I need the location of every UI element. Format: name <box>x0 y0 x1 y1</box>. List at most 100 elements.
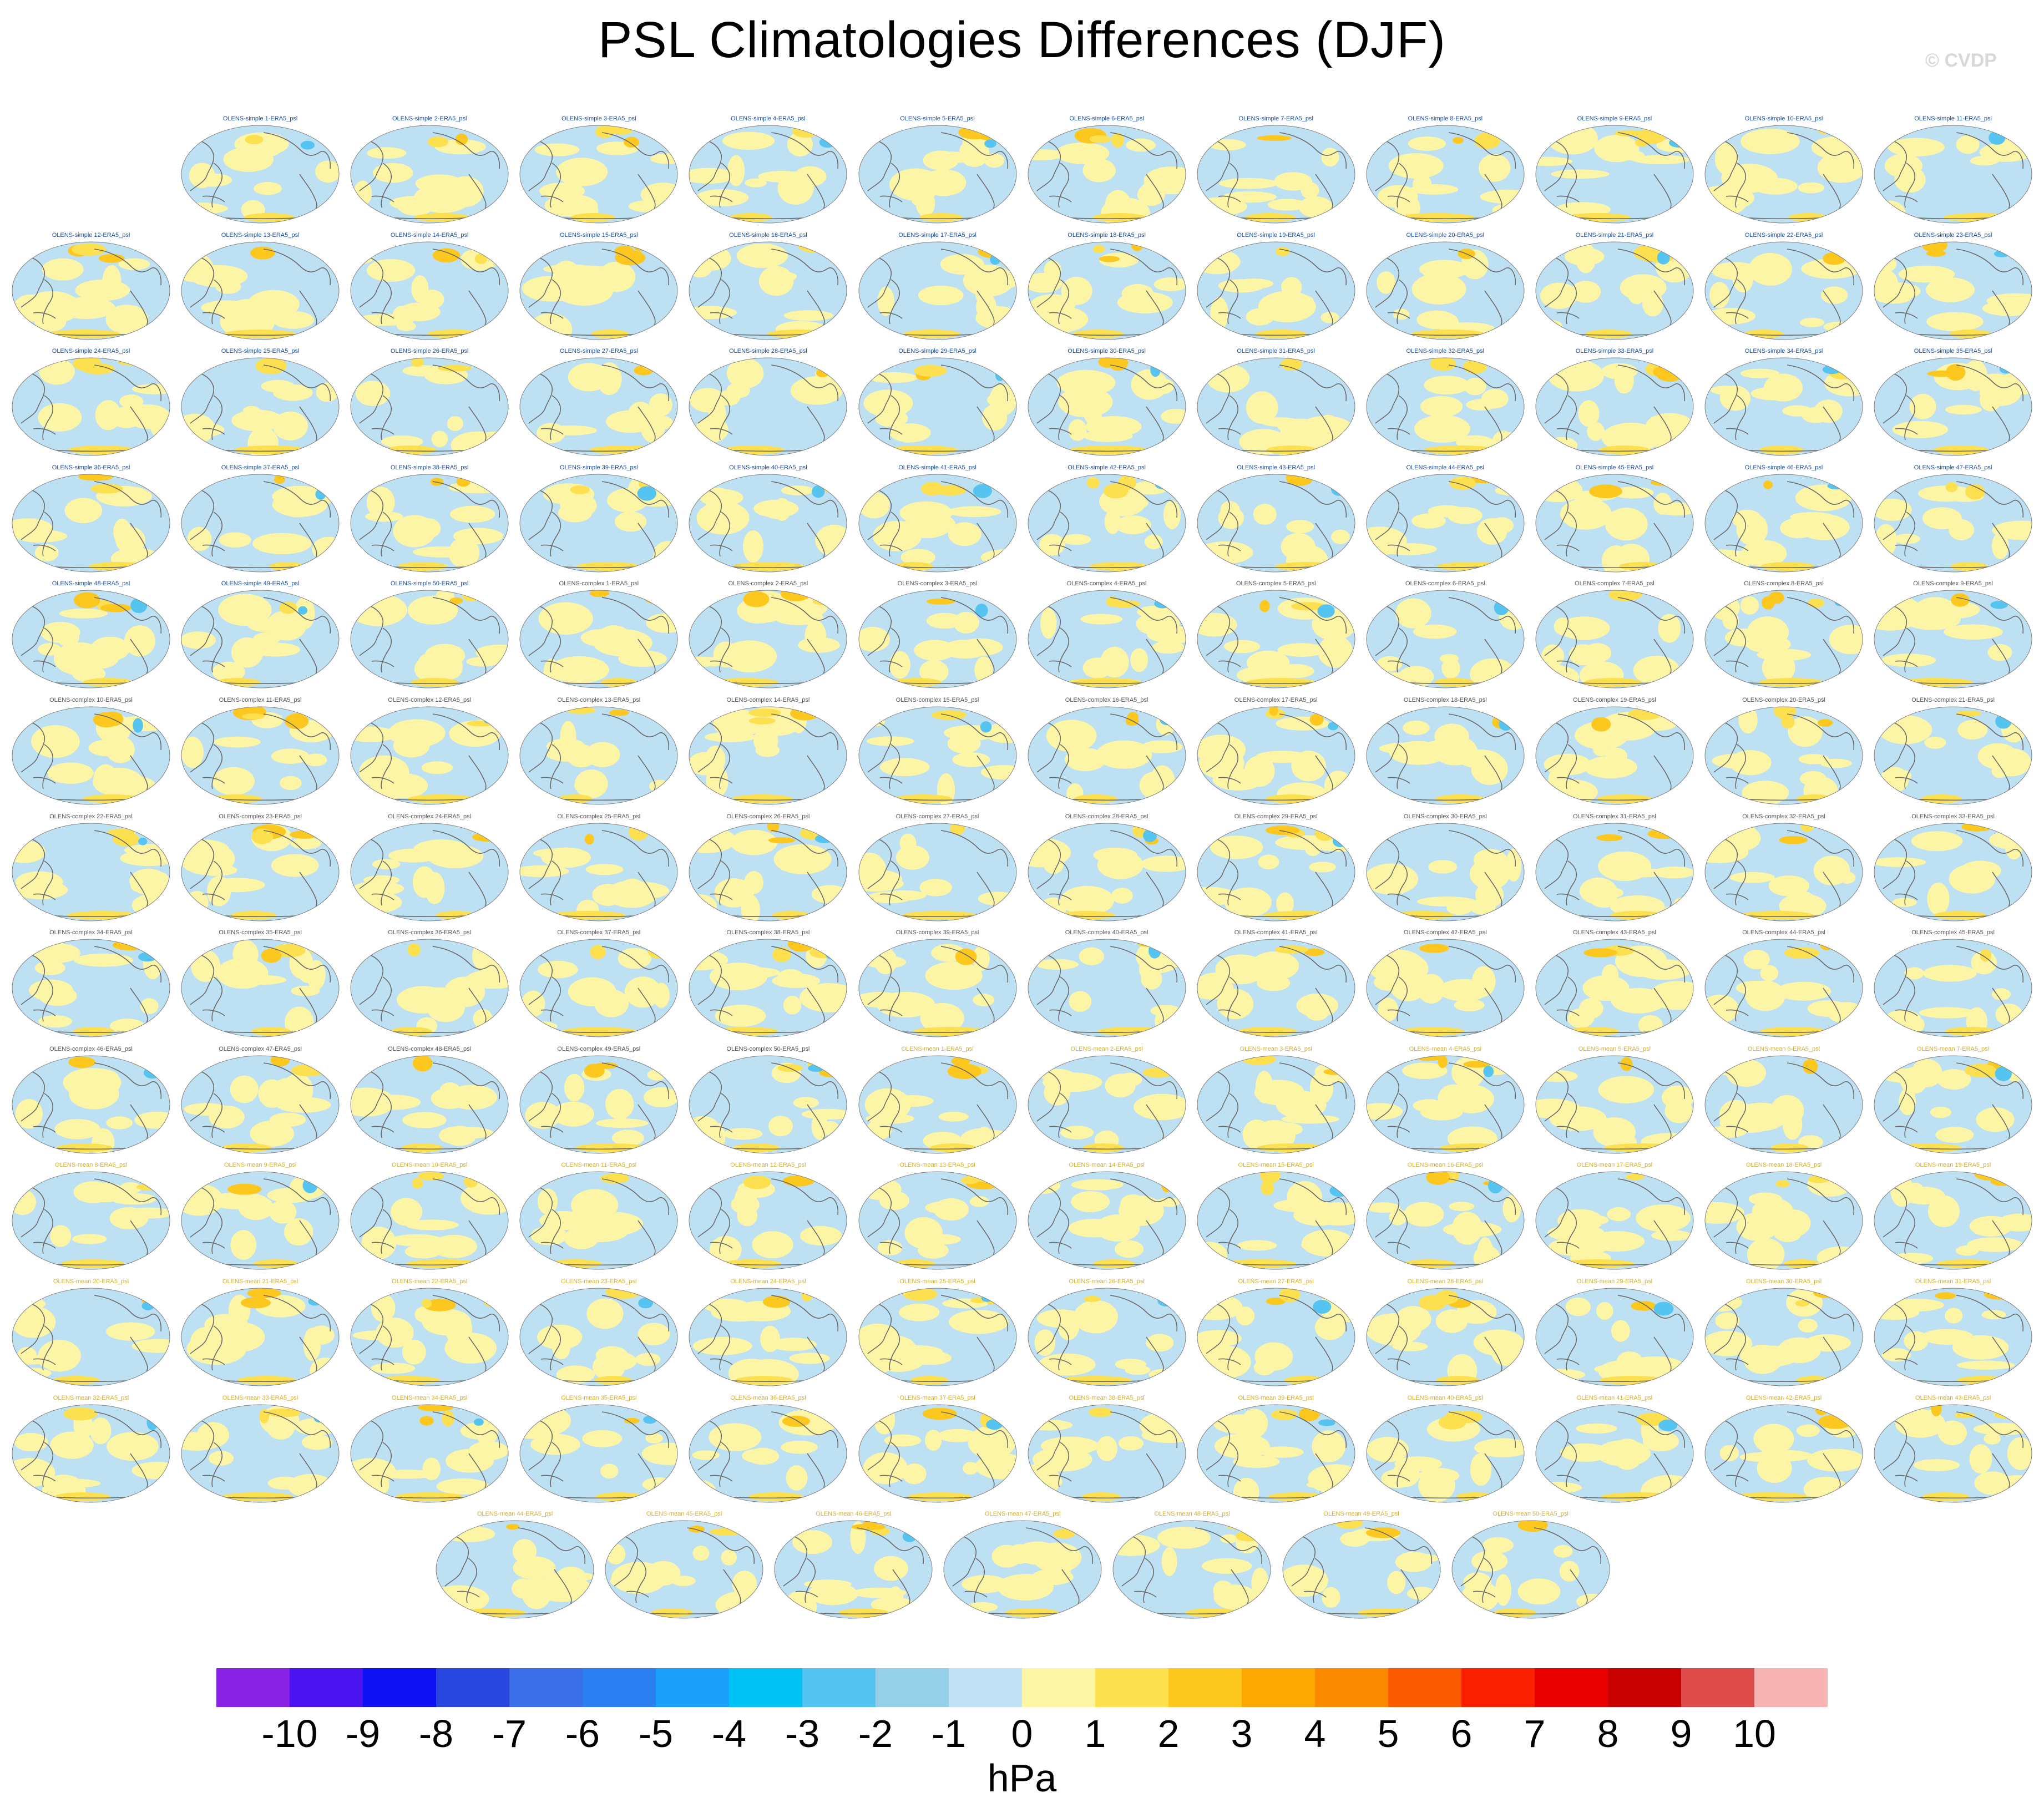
map-panel: OLENS-simple 33-ERA5_psl <box>1531 348 1698 463</box>
colorbar-tick-label: -3 <box>785 1712 820 1755</box>
colorbar-tick-label: 8 <box>1597 1712 1619 1755</box>
colorbar-tick-label: -8 <box>418 1712 454 1755</box>
map-panel: OLENS-mean 18-ERA5_psl <box>1701 1162 1867 1277</box>
map-panel: OLENS-mean 13-ERA5_psl <box>854 1162 1021 1277</box>
colorbar-tick-label: 7 <box>1524 1712 1546 1755</box>
map-panel: OLENS-mean 22-ERA5_psl <box>346 1278 513 1394</box>
map-panel: OLENS-simple 20-ERA5_psl <box>1362 232 1529 347</box>
map-panel-title: OLENS-simple 8-ERA5_psl <box>1408 115 1483 122</box>
map-panel: OLENS-complex 49-ERA5_psl <box>515 1046 682 1161</box>
map-panel-title: OLENS-simple 9-ERA5_psl <box>1577 115 1652 122</box>
robinson-map <box>1028 1171 1186 1270</box>
robinson-map <box>1874 357 2032 456</box>
map-panel: OLENS-mean 17-ERA5_psl <box>1531 1162 1698 1277</box>
robinson-map <box>689 474 847 573</box>
map-panel-title: OLENS-mean 37-ERA5_psl <box>899 1394 975 1401</box>
map-panel: OLENS-simple 44-ERA5_psl <box>1362 464 1529 580</box>
map-panel: OLENS-simple 16-ERA5_psl <box>685 232 851 347</box>
map-panel: OLENS-simple 14-ERA5_psl <box>346 232 513 347</box>
colorbar-box <box>1315 1668 1389 1707</box>
map-panel: OLENS-mean 38-ERA5_psl <box>1024 1395 1190 1510</box>
map-panel: OLENS-simple 35-ERA5_psl <box>1870 348 2036 463</box>
robinson-map <box>181 474 340 573</box>
map-panel-title: OLENS-mean 29-ERA5_psl <box>1576 1278 1653 1285</box>
robinson-map <box>858 1288 1016 1386</box>
map-panel: OLENS-simple 11-ERA5_psl <box>1870 115 2036 231</box>
robinson-map <box>519 823 678 921</box>
map-panel-title: OLENS-mean 5-ERA5_psl <box>1578 1045 1651 1052</box>
map-panel-title: OLENS-complex 16-ERA5_psl <box>1065 697 1149 703</box>
map-panel-title: OLENS-mean 14-ERA5_psl <box>1069 1162 1145 1169</box>
map-panel: OLENS-simple 39-ERA5_psl <box>515 464 682 580</box>
robinson-map <box>519 590 678 688</box>
robinson-map <box>12 1404 170 1503</box>
colorbar-box <box>656 1668 730 1707</box>
map-panel-title: OLENS-simple 47-ERA5_psl <box>1914 464 1992 471</box>
map-panel: OLENS-complex 48-ERA5_psl <box>346 1046 513 1161</box>
map-panel-title: OLENS-complex 24-ERA5_psl <box>388 813 472 820</box>
map-panel: OLENS-complex 25-ERA5_psl <box>515 813 682 929</box>
map-panel-title: OLENS-complex 40-ERA5_psl <box>1065 929 1149 936</box>
map-panel-title: OLENS-simple 49-ERA5_psl <box>221 580 300 588</box>
map-panel: OLENS-mean 4-ERA5_psl <box>1362 1046 1529 1161</box>
map-panel-title: OLENS-simple 19-ERA5_psl <box>1237 231 1315 239</box>
map-panel-title: OLENS-simple 7-ERA5_psl <box>1238 115 1313 122</box>
map-panel: OLENS-mean 25-ERA5_psl <box>854 1278 1021 1394</box>
robinson-map <box>689 706 847 805</box>
map-panel: OLENS-simple 30-ERA5_psl <box>1024 348 1190 463</box>
map-panel: OLENS-simple 25-ERA5_psl <box>177 348 343 463</box>
robinson-map <box>1028 939 1186 1037</box>
robinson-map <box>1366 939 1525 1037</box>
robinson-map <box>1535 125 1694 224</box>
robinson-map <box>1535 474 1694 573</box>
robinson-map <box>689 590 847 688</box>
map-panel-title: OLENS-complex 1-ERA5_psl <box>559 580 639 588</box>
map-panel: OLENS-complex 16-ERA5_psl <box>1024 697 1190 812</box>
robinson-map <box>1197 1055 1355 1154</box>
map-panel: OLENS-mean 46-ERA5_psl <box>770 1511 937 1626</box>
robinson-map <box>181 823 340 921</box>
robinson-map <box>519 939 678 1037</box>
map-panel-title: OLENS-simple 23-ERA5_psl <box>1914 231 1992 239</box>
map-panel: OLENS-complex 39-ERA5_psl <box>854 929 1021 1045</box>
robinson-map <box>519 357 678 456</box>
map-panel: OLENS-complex 8-ERA5_psl <box>1701 580 1867 696</box>
map-panel-title: OLENS-complex 21-ERA5_psl <box>1911 697 1995 703</box>
robinson-map <box>1535 939 1694 1037</box>
robinson-map <box>1704 474 1863 573</box>
robinson-map <box>12 357 170 456</box>
robinson-map <box>689 939 847 1037</box>
map-panel-title: OLENS-simple 18-ERA5_psl <box>1067 231 1146 239</box>
robinson-map <box>12 1055 170 1154</box>
map-panel: OLENS-mean 11-ERA5_psl <box>515 1162 682 1277</box>
map-panel-title: OLENS-complex 38-ERA5_psl <box>726 929 810 936</box>
map-panel: OLENS-complex 27-ERA5_psl <box>854 813 1021 929</box>
map-panel-title: OLENS-simple 27-ERA5_psl <box>559 348 638 355</box>
map-panel-title: OLENS-simple 37-ERA5_psl <box>221 464 300 471</box>
map-panel-title: OLENS-simple 4-ERA5_psl <box>731 115 806 122</box>
colorbar <box>216 1668 1828 1707</box>
map-panel: OLENS-complex 14-ERA5_psl <box>685 697 851 812</box>
robinson-map <box>943 1520 1102 1619</box>
map-panel-title: OLENS-mean 22-ERA5_psl <box>392 1278 468 1285</box>
map-panel: OLENS-simple 45-ERA5_psl <box>1531 464 1698 580</box>
map-panel-title: OLENS-complex 49-ERA5_psl <box>557 1045 641 1052</box>
robinson-map <box>1197 357 1355 456</box>
colorbar-tick-label: 3 <box>1231 1712 1253 1755</box>
map-panel-title: OLENS-complex 9-ERA5_psl <box>1913 580 1993 588</box>
map-panel: OLENS-complex 21-ERA5_psl <box>1870 697 2036 812</box>
robinson-map <box>1535 706 1694 805</box>
robinson-map <box>1197 125 1355 224</box>
map-panel: OLENS-complex 37-ERA5_psl <box>515 929 682 1045</box>
map-panel-title: OLENS-mean 2-ERA5_psl <box>1070 1045 1143 1052</box>
map-panel: OLENS-complex 6-ERA5_psl <box>1362 580 1529 696</box>
map-panel: OLENS-simple 49-ERA5_psl <box>177 580 343 696</box>
map-panel-title: OLENS-complex 25-ERA5_psl <box>557 813 641 820</box>
map-panel-title: OLENS-mean 26-ERA5_psl <box>1069 1278 1145 1285</box>
map-panel-title: OLENS-complex 19-ERA5_psl <box>1572 697 1656 703</box>
map-panel: OLENS-complex 44-ERA5_psl <box>1701 929 1867 1045</box>
map-panel: OLENS-simple 2-ERA5_psl <box>346 115 513 231</box>
map-panel-title: OLENS-mean 11-ERA5_psl <box>561 1162 637 1169</box>
colorbar-box <box>1461 1668 1535 1707</box>
robinson-map <box>1874 939 2032 1037</box>
